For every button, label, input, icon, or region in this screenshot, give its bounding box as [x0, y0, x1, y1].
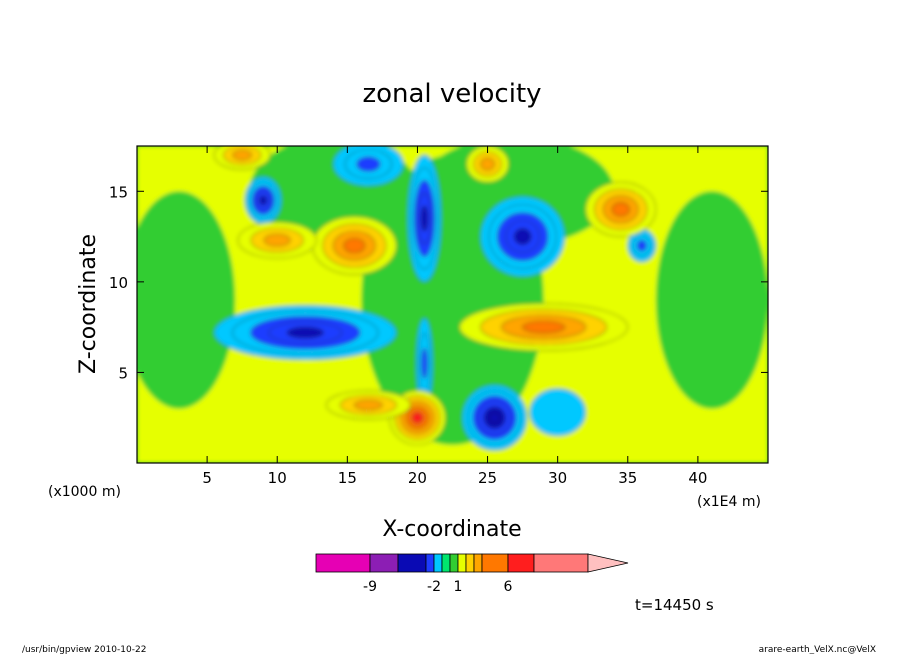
x-tick-label-10: 10 — [268, 469, 287, 487]
x-unit-left: (x1000 m) — [48, 484, 121, 500]
x-unit-right: (x1E4 m) — [697, 494, 761, 510]
x-tick-label-30: 30 — [548, 469, 567, 487]
colorbar-cell-10 — [481, 553, 509, 573]
y-tick-label-15: 15 — [109, 183, 128, 201]
colorbar-cell-5 — [441, 553, 451, 573]
contour-feature-4 — [480, 196, 565, 277]
colorbar-label-1: -2 — [427, 579, 441, 595]
colorbar-cell-11 — [507, 553, 535, 573]
colorbar-label-2: 1 — [454, 579, 463, 595]
plot-frame — [136, 145, 769, 464]
x-tick-label-25: 25 — [478, 469, 497, 487]
x-axis-label: X-coordinate — [382, 517, 521, 542]
colorbar-label-3: 6 — [504, 579, 513, 595]
contour-feature-16 — [466, 146, 509, 183]
colorbar-cell-1 — [369, 553, 399, 573]
contour-feature-3 — [333, 146, 404, 187]
contour-feature-15 — [213, 146, 271, 170]
colorbar-cell-7 — [457, 553, 467, 573]
colorbar: -9 -2 1 6 — [315, 553, 629, 595]
contour-feature-5 — [627, 229, 657, 263]
x-tick-label-40: 40 — [688, 469, 707, 487]
contour-feature-12 — [585, 181, 657, 237]
x-tick-label-15: 15 — [338, 469, 357, 487]
colorbar-cell-0 — [315, 553, 371, 573]
contour-feature-8 — [415, 317, 434, 409]
colorbar-cell-6 — [449, 553, 459, 573]
contour-feature-10 — [311, 216, 397, 275]
contour-feature-13 — [389, 390, 446, 446]
time-label: t=14450 s — [635, 596, 714, 614]
colorbar-arrow — [587, 553, 629, 573]
contour-field — [137, 146, 768, 463]
footer-right: arare-earth_VelX.nc@VelX — [759, 645, 876, 654]
colorbar-cell-3 — [425, 553, 435, 573]
contour-feature-2 — [407, 154, 442, 283]
colorbar-cell-9 — [473, 553, 483, 573]
field-band-1 — [655, 191, 768, 409]
colorbar-cell-8 — [465, 553, 475, 573]
x-tick-label-20: 20 — [408, 469, 427, 487]
contour-feature-7 — [529, 388, 587, 437]
footer-left: /usr/bin/gpview 2010-10-22 — [22, 645, 146, 654]
contour-feature-11 — [237, 221, 317, 259]
y-axis-label: Z-coordinate — [76, 234, 101, 374]
x-tick-label-5: 5 — [202, 469, 212, 487]
colorbar-cell-2 — [397, 553, 427, 573]
contour-feature-1 — [244, 176, 282, 225]
field-band-0 — [137, 191, 236, 409]
contour-feature-6 — [462, 384, 528, 451]
contour-feature-9 — [459, 303, 629, 351]
y-tick-label-10: 10 — [109, 274, 128, 292]
colorbar-cell-12 — [533, 553, 589, 573]
chart-title: zonal velocity — [362, 79, 541, 109]
colorbar-label-0: -9 — [363, 579, 377, 595]
colorbar-cell-4 — [433, 553, 443, 573]
contour-feature-0 — [213, 305, 397, 361]
y-tick-label-5: 5 — [118, 364, 128, 382]
x-axis: 5 10 15 20 25 30 35 40 — [202, 146, 707, 487]
contour-feature-14 — [325, 390, 411, 420]
y-axis: 5 10 15 — [109, 183, 768, 382]
x-tick-label-35: 35 — [618, 469, 637, 487]
